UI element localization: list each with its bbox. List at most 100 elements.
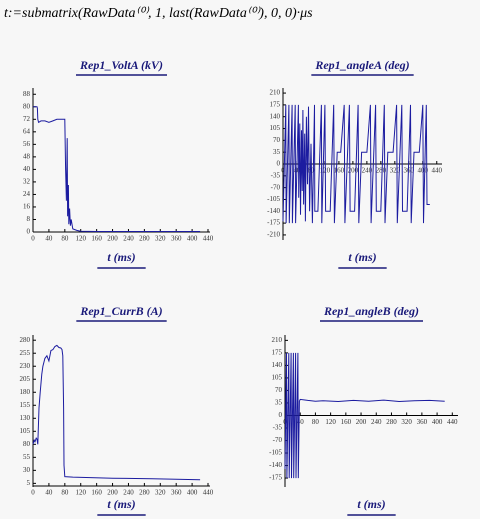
x-tick-label: 120 <box>75 489 86 497</box>
x-tick-label: 240 <box>123 235 134 243</box>
x-tick-label: 400 <box>187 235 198 243</box>
y-tick-label: 5 <box>27 479 31 487</box>
y-tick-label: 105 <box>270 124 281 132</box>
y-tick-label: -70 <box>271 183 281 191</box>
y-tick-label: 24 <box>23 190 31 198</box>
x-tick-label: 440 <box>447 418 458 426</box>
y-tick-label: -35 <box>271 171 281 179</box>
x-tick-label: 120 <box>325 418 336 426</box>
x-tick-label: 320 <box>390 167 401 175</box>
y-tick-label: 180 <box>20 388 31 396</box>
y-tick-label: -175 <box>267 219 280 227</box>
y-tick-label: 72 <box>23 115 31 123</box>
x-tick-label: 240 <box>123 489 134 497</box>
y-tick-label: 70 <box>275 386 283 394</box>
y-tick-label: 255 <box>20 349 31 357</box>
y-tick-label: -105 <box>267 195 280 203</box>
y-tick-label: 175 <box>270 100 281 108</box>
y-tick-label: 80 <box>23 102 31 110</box>
y-tick-label: 0 <box>27 228 31 236</box>
x-tick-label: 320 <box>401 418 412 426</box>
x-tick-label: 400 <box>432 418 443 426</box>
x-tick-label: 160 <box>91 489 102 497</box>
x-tick-label: 320 <box>155 489 166 497</box>
y-tick-label: 35 <box>273 148 281 156</box>
formula: t:=submatrix(RawData⁽⁰⁾, 1, last(RawData… <box>4 6 313 21</box>
y-tick-label: 210 <box>270 89 281 97</box>
y-tick-label: -105 <box>269 449 282 457</box>
y-tick-label: 175 <box>272 348 283 356</box>
x-tick-label: 440 <box>432 167 443 175</box>
x-tick-label: 320 <box>155 235 166 243</box>
x-tick-label: 280 <box>376 167 387 175</box>
y-tick-label: -210 <box>267 231 280 239</box>
x-tick-label: 360 <box>171 235 182 243</box>
x-tick-label: 440 <box>203 235 214 243</box>
y-tick-label: 64 <box>23 127 31 135</box>
y-tick-label: -140 <box>269 461 282 469</box>
y-tick-label: -35 <box>273 424 283 432</box>
x-tick-label: 360 <box>417 418 428 426</box>
x-tick-label: 120 <box>75 235 86 243</box>
data-line <box>284 352 445 479</box>
y-tick-label: 8 <box>27 215 31 223</box>
data-line <box>33 106 201 232</box>
y-tick-label: 140 <box>272 361 283 369</box>
x-tick-label: 240 <box>371 418 382 426</box>
y-tick-label: 105 <box>272 374 283 382</box>
y-tick-label: 32 <box>23 178 31 186</box>
chart-title: Rep1_VoltA (kV) <box>79 58 163 72</box>
x-tick-label: 400 <box>187 489 198 497</box>
y-tick-label: 80 <box>23 440 31 448</box>
x-axis-label: t (ms) <box>348 250 376 264</box>
x-tick-label: 280 <box>386 418 397 426</box>
x-tick-label: 160 <box>341 418 352 426</box>
x-axis-label: t (ms) <box>357 497 385 511</box>
x-tick-label: 0 <box>31 489 35 497</box>
x-axis-label: t (ms) <box>107 497 135 511</box>
y-tick-label: 48 <box>23 152 31 160</box>
y-tick-label: 205 <box>20 375 31 383</box>
x-tick-label: 200 <box>107 489 118 497</box>
y-tick-label: -140 <box>267 207 280 215</box>
y-tick-label: 35 <box>275 399 283 407</box>
x-tick-label: 440 <box>203 489 214 497</box>
x-tick-label: 0 <box>281 167 285 175</box>
x-tick-label: 40 <box>45 235 53 243</box>
y-tick-label: 0 <box>279 411 283 419</box>
y-tick-label: -70 <box>273 436 283 444</box>
chart-title: Rep1_angleB (deg) <box>323 304 419 318</box>
x-tick-label: 40 <box>45 489 53 497</box>
y-tick-label: 56 <box>23 140 31 148</box>
y-tick-label: 30 <box>23 466 31 474</box>
x-axis-label: t (ms) <box>107 250 135 264</box>
chart-title: Rep1_angleA (deg) <box>314 58 409 72</box>
x-tick-label: 200 <box>107 235 118 243</box>
x-tick-label: 80 <box>61 489 69 497</box>
y-tick-label: -175 <box>269 474 282 482</box>
x-tick-label: 160 <box>91 235 102 243</box>
x-tick-label: 280 <box>139 489 150 497</box>
x-tick-label: 40 <box>297 418 305 426</box>
y-tick-label: 280 <box>20 336 31 344</box>
y-tick-label: 16 <box>23 203 31 211</box>
y-tick-label: 55 <box>23 453 31 461</box>
y-tick-label: 40 <box>23 165 31 173</box>
y-tick-label: 105 <box>20 427 31 435</box>
y-tick-label: 230 <box>20 362 31 370</box>
x-tick-label: 200 <box>356 418 367 426</box>
x-tick-label: 240 <box>362 167 373 175</box>
x-tick-label: 360 <box>404 167 415 175</box>
x-tick-label: 360 <box>171 489 182 497</box>
y-tick-label: 130 <box>20 414 31 422</box>
x-tick-label: 80 <box>61 235 69 243</box>
x-tick-label: 0 <box>31 235 35 243</box>
y-tick-label: 70 <box>273 136 281 144</box>
x-tick-label: 160 <box>334 167 345 175</box>
x-tick-label: 280 <box>139 235 150 243</box>
y-tick-label: 0 <box>277 160 281 168</box>
y-tick-label: 155 <box>20 401 31 409</box>
x-tick-label: 200 <box>348 167 359 175</box>
data-line <box>282 104 430 224</box>
